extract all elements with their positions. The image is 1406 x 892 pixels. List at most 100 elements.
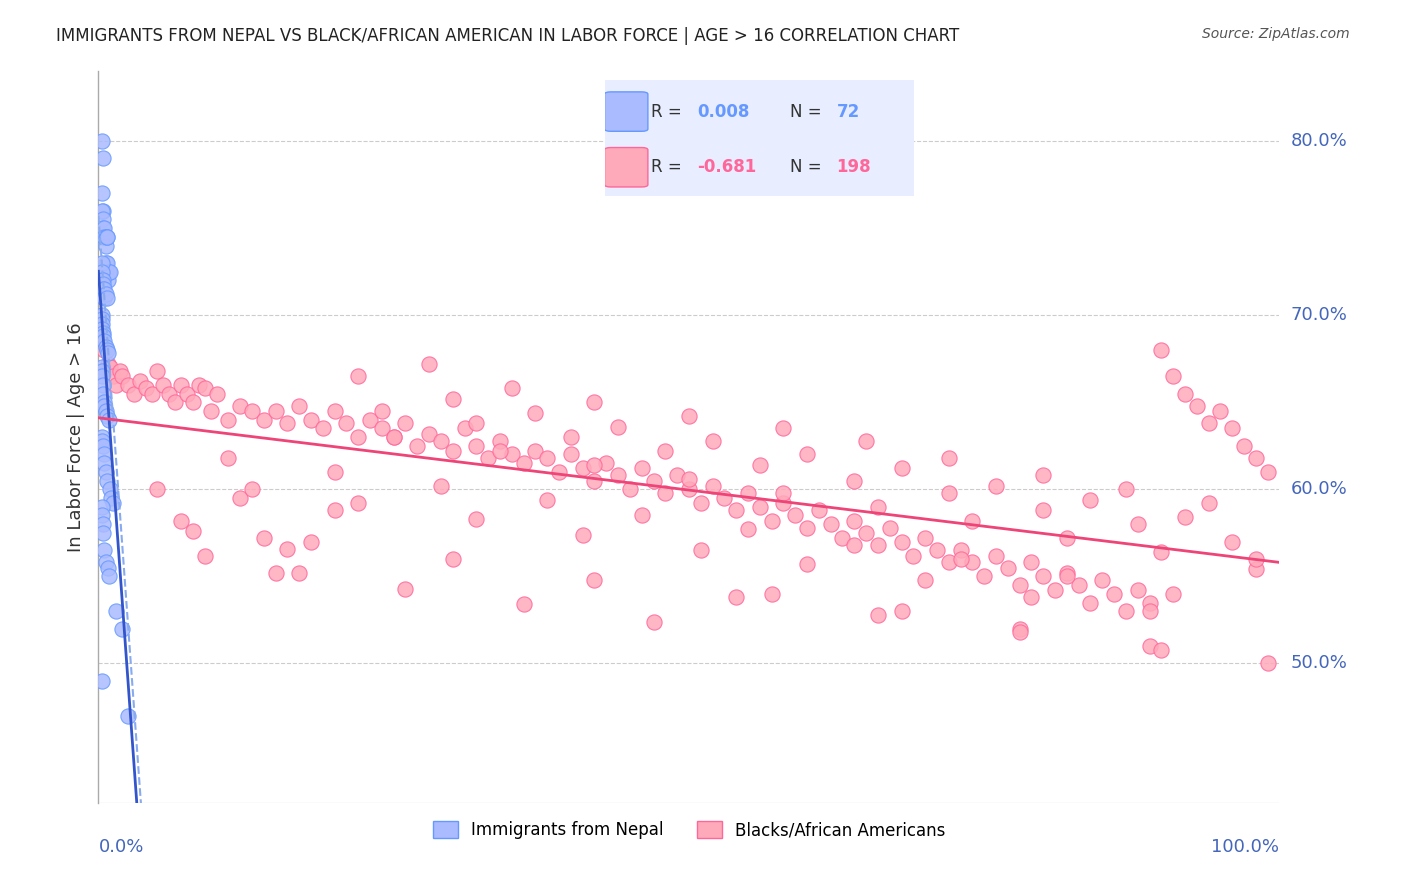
Point: [465, 512, 488, 526]
Point: [820, 517, 842, 532]
Point: [1056, 566, 1078, 580]
Point: [702, 479, 724, 493]
Point: [347, 369, 370, 384]
Point: [1139, 604, 1161, 618]
Point: [406, 439, 429, 453]
Point: [91, 273, 114, 287]
Text: Source: ZipAtlas.com: Source: ZipAtlas.com: [1202, 27, 1350, 41]
Point: [200, 404, 222, 418]
Point: [654, 444, 676, 458]
Point: [772, 496, 794, 510]
Point: [501, 381, 523, 395]
Point: [93, 229, 115, 244]
Point: [91, 273, 114, 287]
Point: [93, 543, 115, 558]
Point: [418, 426, 440, 441]
Point: [93, 395, 115, 409]
Point: [524, 444, 547, 458]
Point: [1126, 517, 1149, 532]
Point: [761, 587, 783, 601]
Point: [91, 430, 114, 444]
Point: [94, 339, 117, 353]
Point: [689, 543, 711, 558]
Point: [141, 386, 163, 401]
Point: [288, 399, 311, 413]
Point: [100, 491, 122, 505]
Point: [146, 483, 169, 497]
Point: [807, 503, 830, 517]
Point: [98, 265, 121, 279]
Point: [98, 569, 121, 583]
Point: [1008, 578, 1031, 592]
Point: [1080, 492, 1102, 507]
Point: [489, 434, 512, 448]
Point: [96, 474, 118, 488]
Point: [761, 514, 783, 528]
Point: [91, 326, 114, 340]
Point: [938, 450, 960, 465]
Point: [93, 221, 115, 235]
Point: [1139, 639, 1161, 653]
Point: [187, 377, 209, 392]
Point: [748, 458, 770, 472]
Point: [1043, 583, 1066, 598]
Point: [536, 450, 558, 465]
Point: [702, 434, 724, 448]
Point: [91, 377, 114, 392]
Point: [94, 265, 117, 279]
Point: [1056, 569, 1078, 583]
Point: [453, 421, 475, 435]
Point: [501, 448, 523, 462]
Point: [96, 343, 118, 357]
Point: [1233, 439, 1256, 453]
Point: [135, 381, 157, 395]
Point: [94, 229, 117, 244]
Point: [536, 492, 558, 507]
Point: [689, 496, 711, 510]
Point: [181, 395, 204, 409]
Point: [796, 448, 818, 462]
Point: [1161, 369, 1184, 384]
Point: [1080, 595, 1102, 609]
Point: [1198, 496, 1220, 510]
Point: [91, 203, 114, 218]
Point: [583, 573, 606, 587]
Point: [91, 322, 114, 336]
Point: [97, 560, 120, 574]
Point: [925, 543, 948, 558]
Point: [666, 468, 689, 483]
Point: [678, 483, 700, 497]
Point: [949, 543, 972, 558]
Point: [217, 450, 239, 465]
Point: [772, 485, 794, 500]
Point: [548, 465, 571, 479]
Point: [1139, 595, 1161, 609]
Point: [938, 485, 960, 500]
Point: [984, 549, 1007, 563]
Point: [111, 622, 134, 636]
Point: [831, 531, 853, 545]
Point: [94, 465, 117, 479]
Point: [1244, 450, 1267, 465]
Point: [91, 386, 114, 401]
Point: [914, 531, 936, 545]
Point: [91, 508, 114, 523]
Point: [91, 517, 114, 532]
Text: 100.0%: 100.0%: [1212, 838, 1279, 855]
Point: [477, 450, 499, 465]
Point: [97, 273, 120, 287]
Point: [152, 377, 174, 392]
Point: [299, 412, 322, 426]
Point: [382, 430, 405, 444]
Point: [91, 152, 114, 166]
Point: [371, 404, 394, 418]
Point: [371, 421, 394, 435]
Point: [91, 221, 114, 235]
Text: N =: N =: [790, 158, 821, 177]
Text: 0.008: 0.008: [697, 103, 749, 120]
Point: [229, 491, 252, 505]
Point: [1021, 591, 1043, 605]
Point: [93, 456, 115, 470]
Point: [1102, 587, 1125, 601]
Point: [229, 399, 252, 413]
